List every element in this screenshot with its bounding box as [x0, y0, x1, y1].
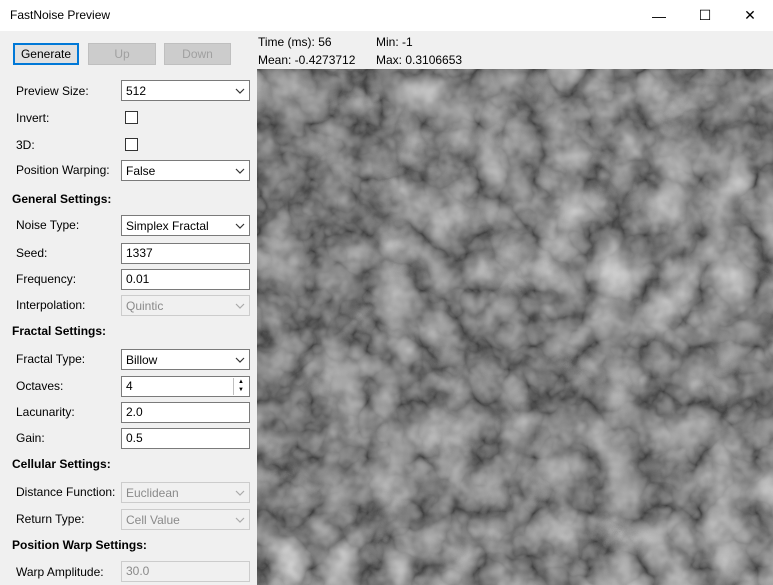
close-icon: ✕ [744, 7, 756, 23]
distance-function-dropdown[interactable]: Euclidean [121, 482, 250, 503]
interpolation-value: Quintic [126, 299, 164, 313]
noise-type-value: Simplex Fractal [126, 219, 209, 233]
gain-field[interactable]: 0.5 [121, 428, 250, 449]
seed-field[interactable]: 1337 [121, 243, 250, 264]
frequency-field[interactable]: 0.01 [121, 269, 250, 290]
preview-size-dropdown[interactable]: 512 [121, 80, 250, 101]
general-settings-heading: General Settings: [12, 192, 112, 206]
title-bar: FastNoise Preview — ☐ ✕ [0, 0, 773, 31]
distance-function-label: Distance Function: [16, 485, 116, 499]
fractal-settings-heading: Fractal Settings: [12, 324, 107, 338]
down-button[interactable]: Down [164, 43, 231, 65]
stepper-up-icon[interactable]: ▲ [238, 379, 244, 385]
chevron-down-icon [235, 88, 245, 94]
distance-function-value: Euclidean [126, 486, 179, 500]
chevron-down-icon [235, 490, 245, 496]
position-warping-value: False [126, 164, 156, 178]
minimize-button[interactable]: — [636, 0, 682, 31]
mean-stat: Mean: -0.4273712 [258, 53, 356, 67]
gain-label: Gain: [16, 431, 45, 445]
frequency-label: Frequency: [16, 272, 77, 286]
position-warp-settings-heading: Position Warp Settings: [12, 538, 147, 552]
fractal-type-label: Fractal Type: [16, 352, 86, 366]
chevron-down-icon [235, 303, 245, 309]
return-type-dropdown[interactable]: Cell Value [121, 509, 250, 530]
interpolation-label: Interpolation: [16, 298, 86, 312]
cellular-settings-heading: Cellular Settings: [12, 457, 111, 471]
window-title: FastNoise Preview [10, 8, 111, 22]
max-stat: Max: 0.3106653 [376, 53, 463, 67]
warp-amplitude-label: Warp Amplitude: [16, 565, 104, 579]
maximize-icon: ☐ [698, 7, 712, 23]
return-type-label: Return Type: [16, 512, 85, 526]
up-button[interactable]: Up [88, 43, 156, 65]
invert-checkbox[interactable] [125, 111, 138, 124]
interpolation-dropdown[interactable]: Quintic [121, 295, 250, 316]
stepper-down-icon[interactable]: ▼ [238, 387, 244, 393]
fractal-type-value: Billow [126, 353, 158, 367]
lacunarity-field[interactable]: 2.0 [121, 402, 250, 423]
preview-size-label: Preview Size: [16, 84, 89, 98]
noise-texture [257, 69, 773, 585]
min-stat: Min: -1 [376, 35, 413, 49]
invert-label: Invert: [16, 111, 50, 125]
warp-amplitude-field[interactable]: 30.0 [121, 561, 250, 582]
time-stat: Time (ms): 56 [258, 35, 332, 49]
three-d-label: 3D: [16, 138, 35, 152]
minimize-icon: — [652, 7, 666, 24]
generate-button[interactable]: Generate [13, 43, 79, 65]
chevron-down-icon [235, 168, 245, 174]
position-warping-label: Position Warping: [16, 163, 110, 177]
three-d-checkbox[interactable] [125, 138, 138, 151]
octaves-value: 4 [126, 379, 133, 393]
octaves-stepper[interactable]: 4 ▲ ▼ [121, 376, 250, 397]
settings-panel: Generate Up Down Preview Size: 512 Inver… [0, 31, 257, 585]
octaves-label: Octaves: [16, 379, 64, 393]
noise-type-label: Noise Type: [16, 218, 80, 232]
close-button[interactable]: ✕ [727, 0, 773, 31]
position-warping-dropdown[interactable]: False [121, 160, 250, 181]
lacunarity-label: Lacunarity: [16, 405, 75, 419]
chevron-down-icon [235, 223, 245, 229]
seed-label: Seed: [16, 246, 48, 260]
noise-type-dropdown[interactable]: Simplex Fractal [121, 215, 250, 236]
fractal-type-dropdown[interactable]: Billow [121, 349, 250, 370]
return-type-value: Cell Value [126, 513, 180, 527]
maximize-button[interactable]: ☐ [682, 0, 728, 31]
preview-size-value: 512 [126, 84, 147, 98]
noise-preview-image [257, 69, 773, 585]
chevron-down-icon [235, 357, 245, 363]
chevron-down-icon [235, 517, 245, 523]
